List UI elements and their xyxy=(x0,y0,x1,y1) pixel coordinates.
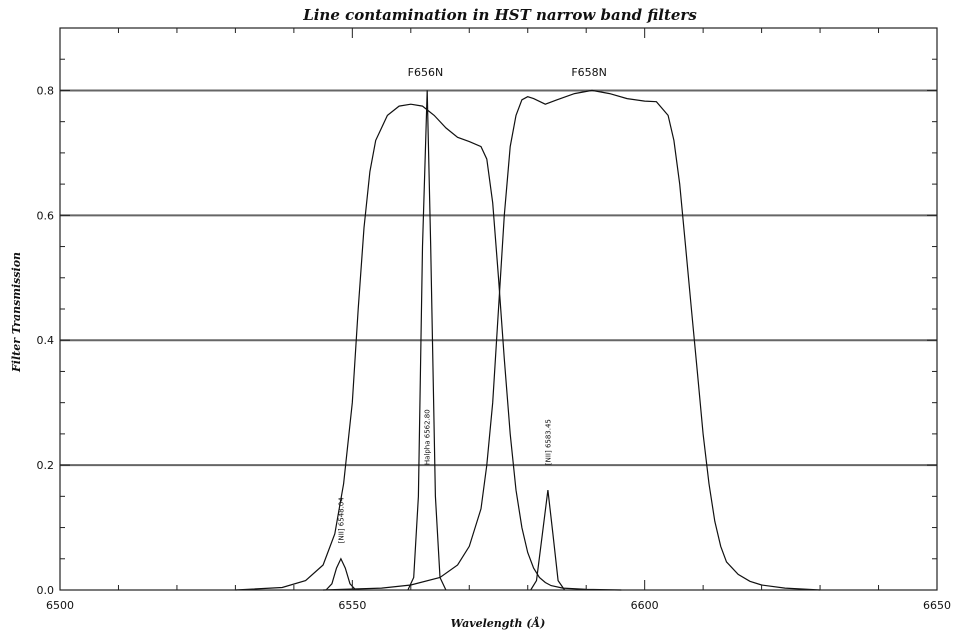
x-tick-label: 6600 xyxy=(631,599,659,612)
series-line-0 xyxy=(235,103,622,591)
series-line-3 xyxy=(407,90,447,591)
y-axis-label: Filter Transmission xyxy=(10,252,23,373)
x-tick-label: 6550 xyxy=(338,599,366,612)
reference-lines xyxy=(60,89,937,467)
series-layer xyxy=(235,89,821,591)
emission-line-label: [NII] 6583.45 xyxy=(544,419,552,465)
chart-title: Line contamination in HST narrow band fi… xyxy=(302,6,697,24)
y-tick-label: 0.8 xyxy=(37,84,55,97)
x-axis-label: Wavelength (Å) xyxy=(451,616,546,630)
series-line-4 xyxy=(530,490,566,591)
x-tick-label: 6500 xyxy=(46,599,74,612)
filter-label: F656N xyxy=(408,66,444,79)
emission-line-label: Halpha 6562.80 xyxy=(424,409,432,465)
axis-ticks xyxy=(59,27,938,591)
series-line-2 xyxy=(325,557,357,591)
emission-line-label: [NII] 6548.04 xyxy=(337,497,345,544)
series-line-1 xyxy=(323,89,821,591)
y-tick-label: 0.6 xyxy=(37,209,55,222)
plot-frame xyxy=(59,27,938,591)
y-tick-label: 0.2 xyxy=(37,459,55,472)
filter-label: F658N xyxy=(571,66,607,79)
y-tick-label: 0.4 xyxy=(37,334,55,347)
y-tick-label: 0.0 xyxy=(37,584,55,597)
tick-labels: 6500 6550 6600 6650 0.0 0.2 0.4 0.6 0.8 xyxy=(37,84,952,612)
x-tick-label: 6650 xyxy=(923,599,951,612)
annotation-labels: F656N F658N [NII] 6548.04 Halpha 6562.80 [NI… xyxy=(337,66,607,543)
